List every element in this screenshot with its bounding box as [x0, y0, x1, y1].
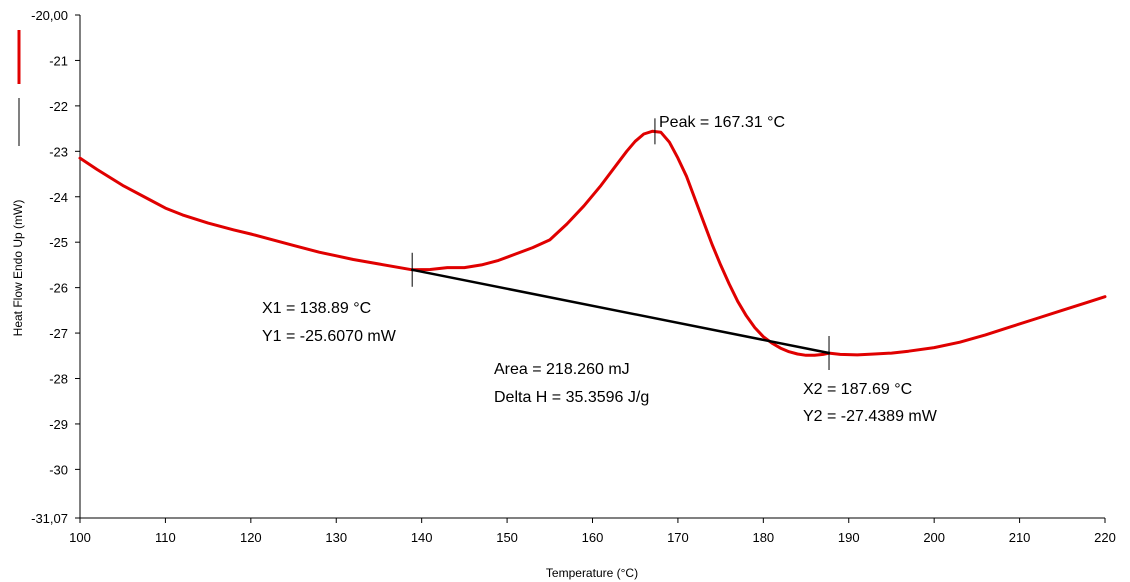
- baseline-line: [410, 268, 831, 355]
- x-tick-label-3: 130: [325, 530, 347, 545]
- y-tick-label-2: -22: [49, 99, 68, 114]
- x-tick-label-6: 160: [582, 530, 604, 545]
- x-tick-label-12: 220: [1094, 530, 1116, 545]
- y-tick-label-0: -20,00: [31, 8, 68, 23]
- x-tick-label-10: 200: [923, 530, 945, 545]
- y-axis-title: Heat Flow Endo Up (mW): [11, 200, 25, 337]
- y2-annotation: Y2 = -27.4389 mW: [803, 408, 938, 425]
- x-axis-title: Temperature (°C): [546, 566, 638, 580]
- axes: [79, 15, 1105, 519]
- x-ticks: 100 110 120 130 140 150 160 170 180 190 200 210 220: [69, 518, 1116, 545]
- y-tick-label-1: -21: [49, 53, 68, 68]
- y-tick-label-9: -29: [49, 417, 68, 432]
- x-tick-label-2: 120: [240, 530, 262, 545]
- x-tick-label-11: 210: [1009, 530, 1031, 545]
- x2-annotation: X2 = 187.69 °C: [803, 381, 912, 398]
- delta-h-annotation: Delta H = 35.3596 J/g: [494, 389, 649, 406]
- y-tick-label-7: -27: [49, 326, 68, 341]
- y-tick-label-3: -23: [49, 144, 68, 159]
- y-tick-label-8: -28: [49, 372, 68, 387]
- marker-layer: [411, 118, 830, 371]
- x-tick-label-0: 100: [69, 530, 91, 545]
- y1-annotation: Y1 = -25.6070 mW: [262, 328, 397, 345]
- area-annotation: Area = 218.260 mJ: [494, 361, 630, 378]
- x-tick-label-5: 150: [496, 530, 518, 545]
- series-layer: [78, 129, 1107, 357]
- x-tick-label-4: 140: [411, 530, 433, 545]
- x-tick-label-1: 110: [155, 530, 176, 545]
- y-tick-label-6: -26: [49, 281, 68, 296]
- y-tick-label-5: -25: [49, 235, 68, 250]
- y-tick-label-4: -24: [49, 190, 68, 205]
- y-tick-label-10: -30: [49, 462, 68, 477]
- peak-annotation: Peak = 167.31 °C: [659, 114, 785, 131]
- x-tick-label-9: 190: [838, 530, 860, 545]
- x-tick-label-7: 170: [667, 530, 689, 545]
- x-tick-label-8: 180: [752, 530, 774, 545]
- heat-flow-curve: [78, 129, 1107, 357]
- y-ticks: -20,00 -21 -22 -23 -24 -25 -26 -27 -28 -29 -30 -31,…: [31, 8, 80, 526]
- y-tick-label-11: -31,07: [31, 511, 68, 526]
- x1-annotation: X1 = 138.89 °C: [262, 300, 371, 317]
